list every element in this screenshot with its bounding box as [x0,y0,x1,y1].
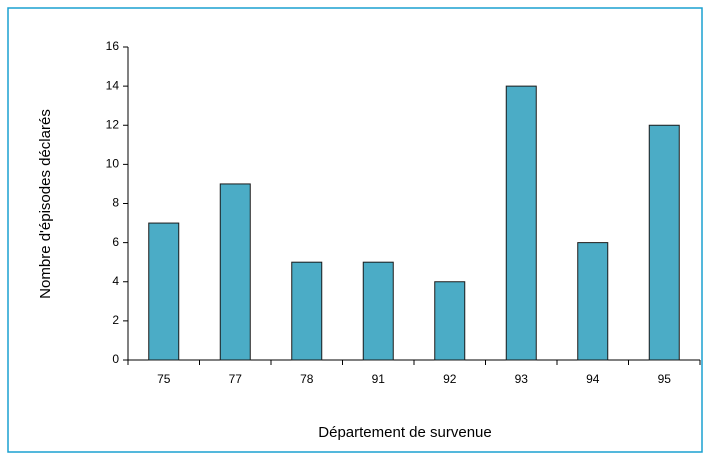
x-tick-label: 77 [229,372,243,386]
x-tick-label: 75 [157,372,171,386]
y-tick-label: 4 [112,274,119,288]
x-axis-title: Département de survenue [318,424,491,441]
bar [291,261,323,361]
frame [7,7,703,453]
bar [505,85,537,361]
bar [648,124,680,361]
y-tick-label: 16 [106,39,120,53]
x-tick-label: 93 [515,372,529,386]
y-tick-label: 14 [106,78,120,92]
x-tick-label: 78 [300,372,314,386]
y-tick-label: 2 [112,313,119,327]
bar [362,261,394,361]
y-tick-label: 6 [112,235,119,249]
y-axis-title: Nombre d'épisodes déclarés [37,109,54,299]
x-tick-label: 95 [658,372,672,386]
x-tick-label: 91 [372,372,386,386]
bar [148,222,180,361]
y-tick-label: 10 [106,157,120,171]
bar [219,183,251,361]
y-tick-label: 8 [112,196,119,210]
y-tick-label: 12 [106,117,120,131]
bar [577,242,609,361]
x-tick-label: 92 [443,372,457,386]
bar [434,281,466,361]
y-tick-label: 0 [112,352,119,366]
x-tick-label: 94 [586,372,600,386]
